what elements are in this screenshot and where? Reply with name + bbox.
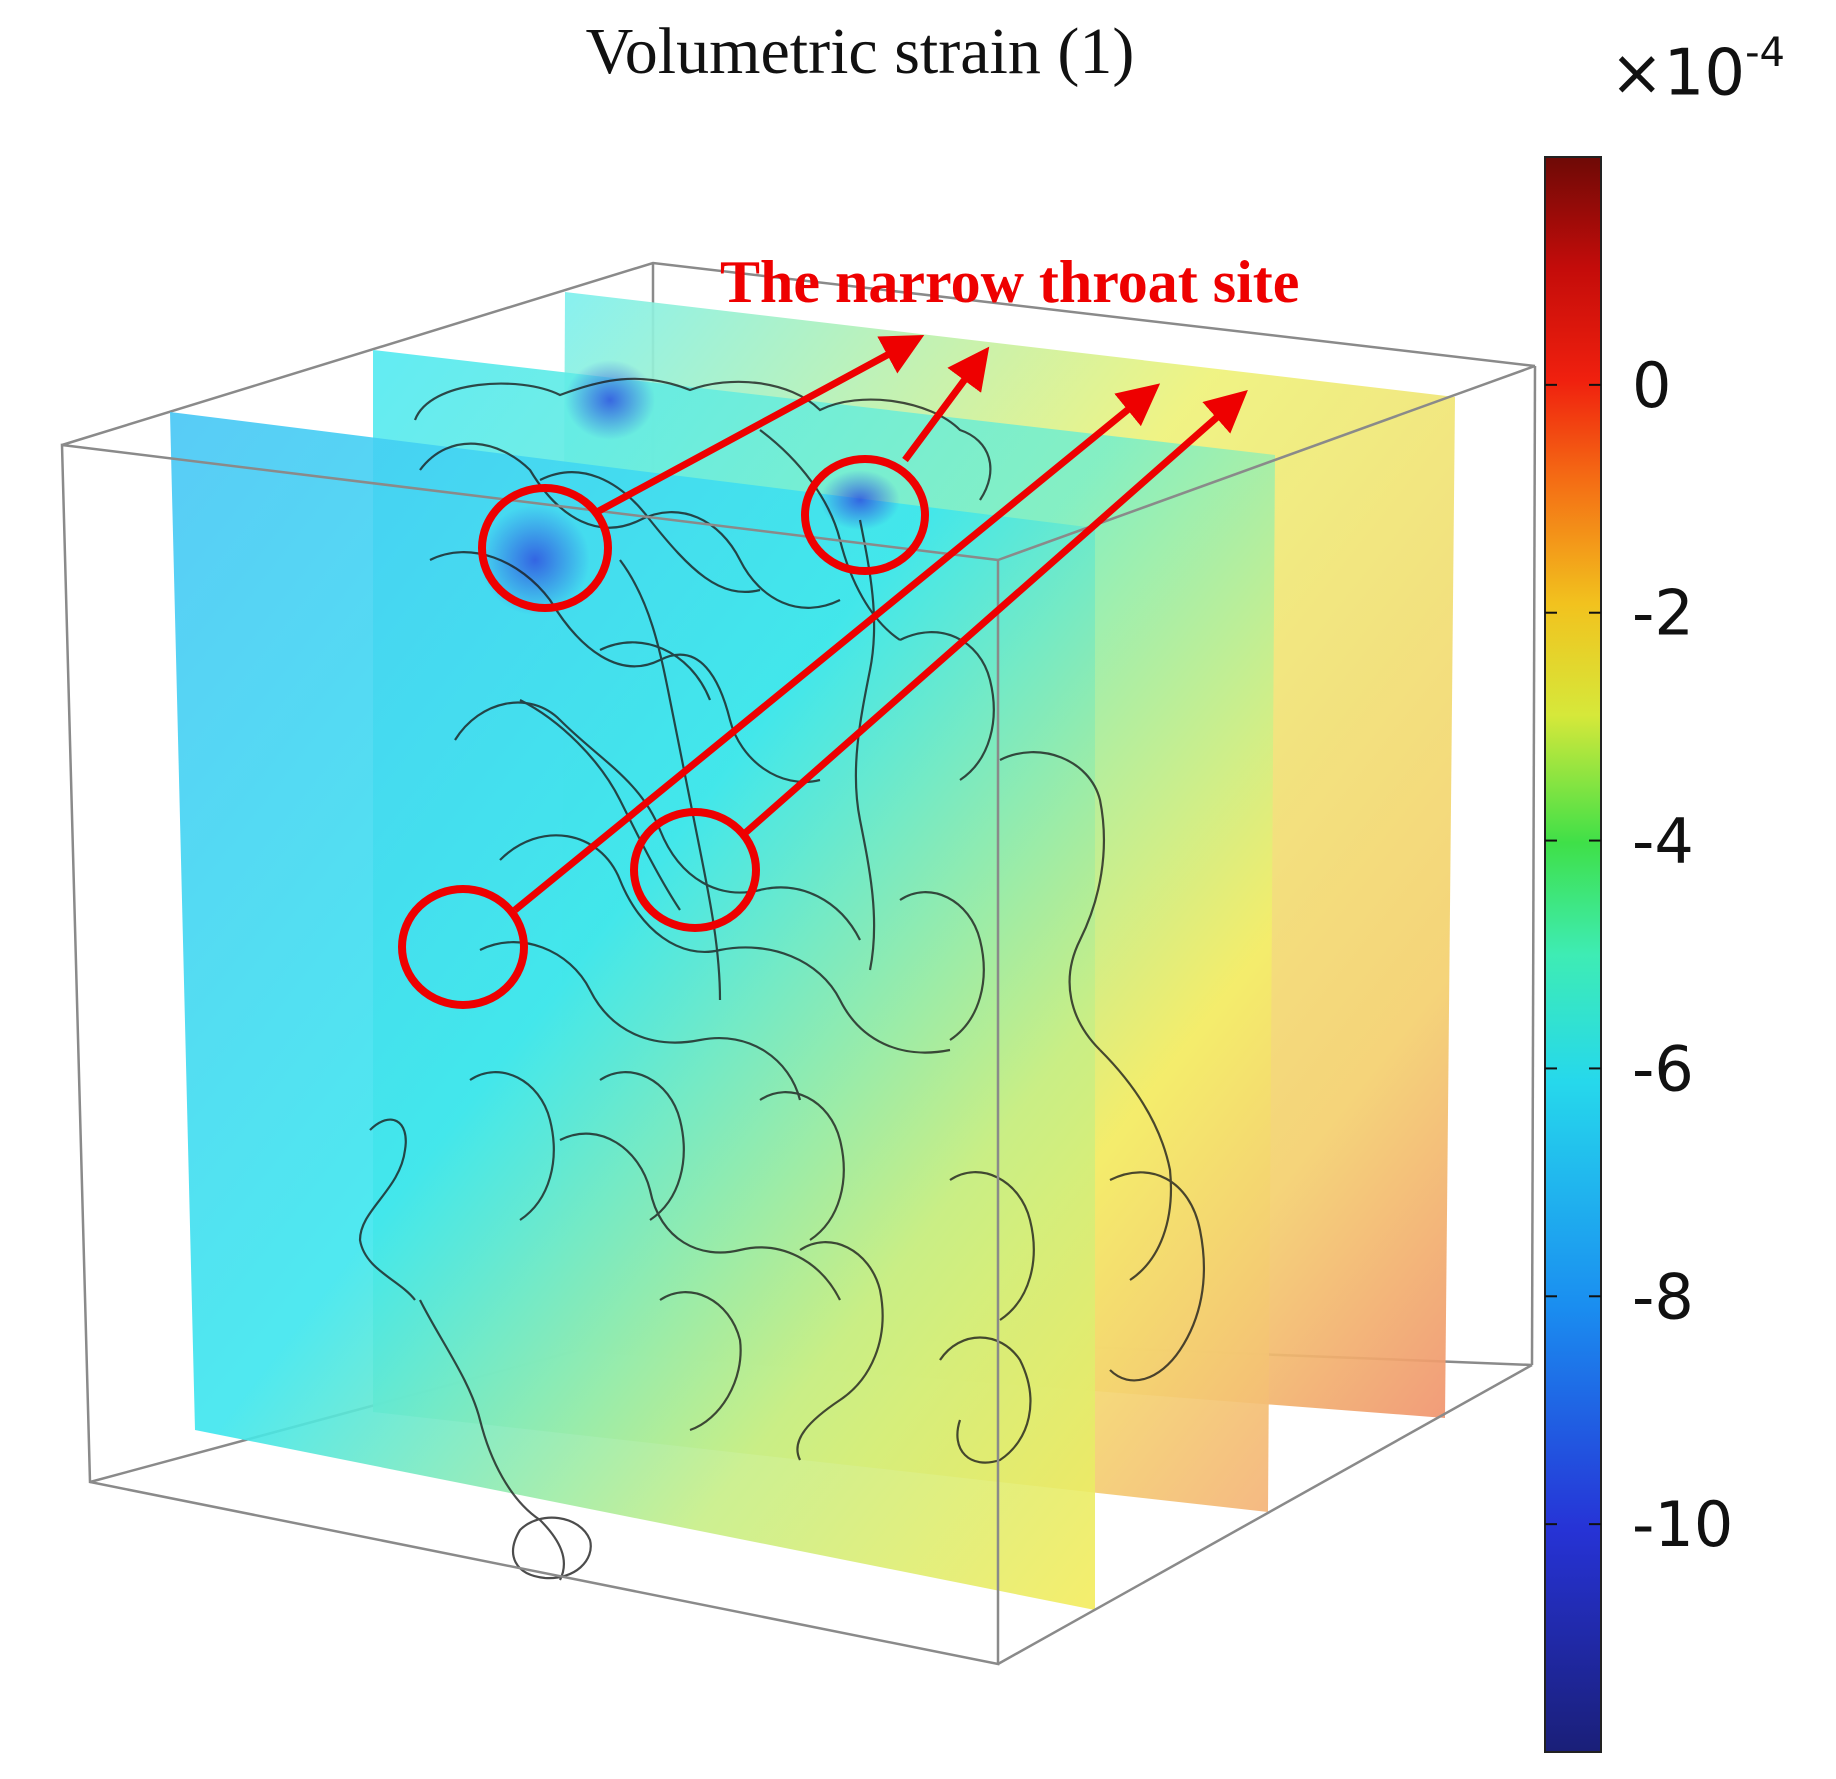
throat-site-circle [630,808,760,932]
colorbar-tick-label: -6 [1632,1032,1694,1105]
low-strain-region [820,470,900,530]
colorbar-tick-label: -2 [1632,577,1694,650]
annotation-arrow [512,383,1161,913]
low-strain-region [565,360,655,440]
annotation-group: The narrow throat site [398,249,1299,1009]
plot-title: Volumetric strain (1) [585,15,1135,88]
throat-site-circle [478,484,612,612]
pore-network-outline [358,377,1206,1581]
annotation-arrow [741,390,1248,837]
colorbar-tick-label: -8 [1632,1260,1694,1333]
colorbar: 0 -2 -4 -6 -8 -10 [1544,156,1733,1753]
colorbar-multiplier-base: ×10 [1610,36,1746,111]
colorbar-ticks: 0 -2 -4 -6 -8 -10 [1545,349,1733,1561]
annotation-arrow [595,335,925,516]
colorbar-multiplier: ×10-4 [1610,30,1785,111]
colorbar-multiplier-exponent: -4 [1745,30,1785,76]
colorbar-tick-label: -4 [1632,805,1694,878]
throat-site-circle [398,885,528,1009]
slice-planes [170,292,1455,1610]
annotation-arrow [902,346,990,463]
colorbar-gradient [1544,156,1602,1753]
annotation-label: The narrow throat site [720,249,1299,315]
slice-plane-front [170,412,1095,1610]
throat-site-circle [801,455,929,575]
colorbar-tick-label: -10 [1632,1488,1733,1561]
low-strain-region [480,505,590,615]
colorbar-tick-label: 0 [1632,349,1671,422]
